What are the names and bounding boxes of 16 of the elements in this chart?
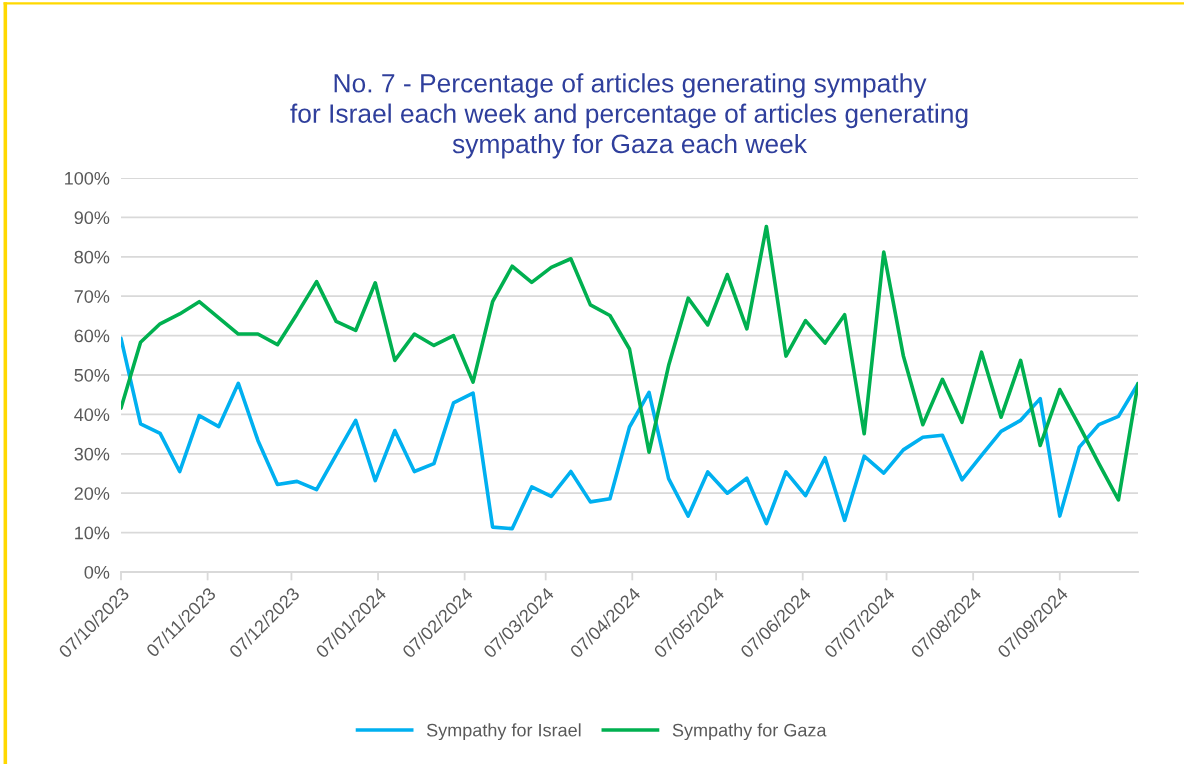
y-tick-label: 70% — [74, 290, 110, 303]
y-tick-label: 10% — [75, 526, 110, 540]
y-tick-label: 40% — [74, 408, 110, 422]
y-tick-label: 100% — [65, 171, 110, 185]
y-tick-label: 50% — [74, 368, 110, 382]
chart-title: No. 7 - Percentage of articles generating sympathy for Israel each week and percentage of articles generating sympathy for Gaza each week — [290, 73, 968, 159]
y-tick-label: 20% — [74, 487, 110, 500]
y-tick-label: 80% — [74, 250, 110, 264]
y-tick-label: 30% — [74, 447, 110, 461]
y-tick-label: 0% — [84, 565, 110, 579]
y-tick-label: 90% — [74, 211, 110, 225]
y-tick-label: 60% — [74, 329, 110, 343]
legend-label: Sympathy for Gaza — [672, 723, 827, 741]
line-series — [121, 224, 1138, 502]
legend-label: Sympathy for Israel — [426, 723, 581, 741]
line-series — [121, 336, 1138, 531]
